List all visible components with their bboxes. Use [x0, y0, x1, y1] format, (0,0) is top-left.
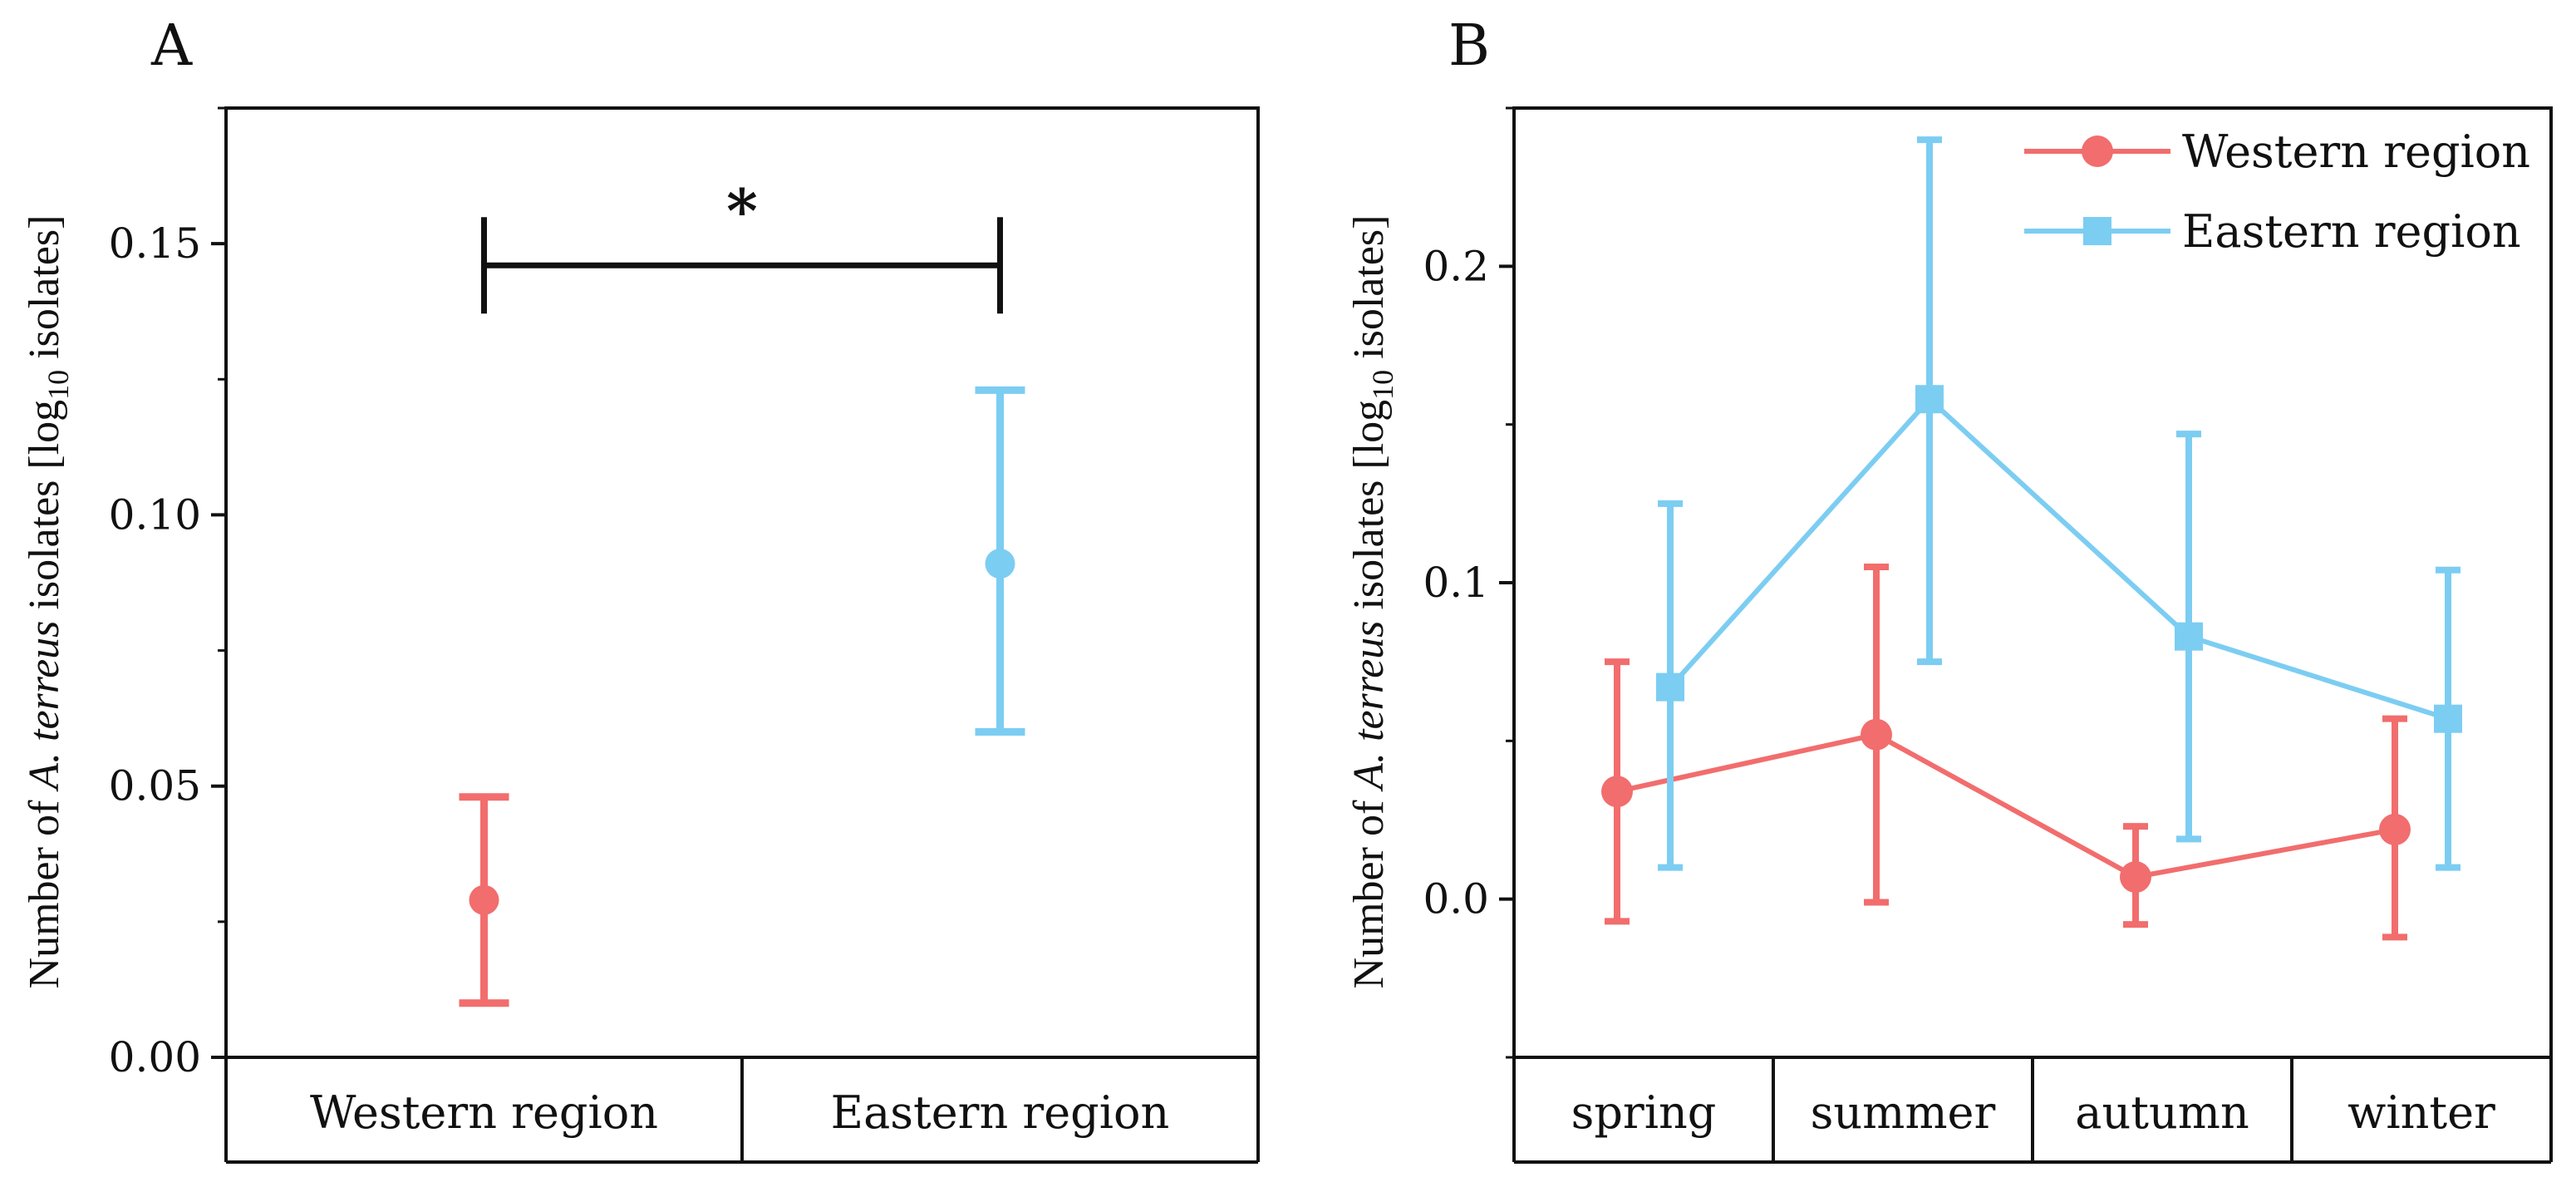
panel-a-significance: * — [481, 175, 1003, 314]
panel-b-letter: B — [1448, 13, 1490, 79]
panel-b-y-tick-label: 0.1 — [1423, 559, 1489, 607]
panel-a-y-tick-label: 0.10 — [109, 490, 201, 539]
panel-b-category-labels: spring summer autumn winter — [1571, 1086, 2495, 1139]
panel-b-series — [1601, 136, 2462, 941]
significance-star: * — [726, 175, 758, 246]
data-point — [1656, 672, 1684, 702]
data-point — [2120, 861, 2151, 894]
data-point — [1915, 385, 1944, 414]
data-point — [2379, 813, 2411, 845]
data-point — [469, 884, 499, 915]
panel-a-point-eastern — [975, 386, 1025, 736]
panel-b-series-western — [1601, 563, 2411, 941]
panel-b-y-tick-label: 0.2 — [1423, 242, 1489, 290]
panel-a-marks — [459, 386, 1025, 1007]
panel-b-category-label: summer — [1811, 1086, 1996, 1139]
panel-a-y-tick-label: 0.15 — [109, 219, 201, 268]
panel-a-category-labels: Western region Eastern region — [310, 1086, 1169, 1139]
panel-b-y-ticks: 0.0 0.1 0.2 — [1423, 106, 1514, 1059]
legend-marker — [2083, 217, 2111, 245]
panel-a-category-label: Western region — [310, 1086, 658, 1139]
data-point — [1601, 776, 1633, 808]
data-point — [2175, 622, 2203, 651]
panel-b-category-label: autumn — [2075, 1086, 2249, 1139]
legend-label: Eastern region — [2182, 205, 2521, 258]
legend-item-eastern: Eastern region — [2024, 205, 2521, 258]
legend-label: Western region — [2182, 126, 2530, 178]
panel-b-series-eastern — [1656, 136, 2462, 871]
panel-b-category-label: winter — [2347, 1086, 2495, 1139]
series-line — [1668, 395, 2449, 722]
legend-item-western: Western region — [2024, 126, 2530, 178]
panel-a-y-ticks: 0.00 0.05 0.10 0.15 — [109, 106, 226, 1081]
data-point — [985, 549, 1015, 579]
panel-b-y-tick-label: 0.0 — [1423, 875, 1489, 923]
panel-a-letter: A — [150, 13, 193, 79]
series-line — [1616, 731, 2396, 880]
panel-a-category-label: Eastern region — [831, 1086, 1170, 1139]
panel-a-y-tick-label: 0.05 — [109, 762, 201, 810]
panel-a-y-axis-title: Number of A. terreus isolates [log10 iso… — [21, 215, 75, 989]
panel-b: B Number of A. terreus isolates [log10 i… — [1345, 13, 2553, 1164]
panel-b-category-label: spring — [1571, 1086, 1717, 1139]
panel-b-y-axis-title: Number of A. terreus isolates [log10 iso… — [1345, 215, 1399, 989]
panel-a-plot-frame — [224, 106, 1260, 1059]
panel-a-y-tick-label: 0.00 — [109, 1033, 201, 1081]
data-point — [2434, 704, 2462, 733]
legend-marker — [2082, 135, 2113, 167]
data-point — [1861, 718, 1892, 751]
panel-b-legend: Western region Eastern region — [2024, 126, 2530, 258]
panel-a: A Number of A. terreus isolates [log10 i… — [21, 13, 1260, 1164]
panel-a-point-western — [459, 793, 509, 1007]
